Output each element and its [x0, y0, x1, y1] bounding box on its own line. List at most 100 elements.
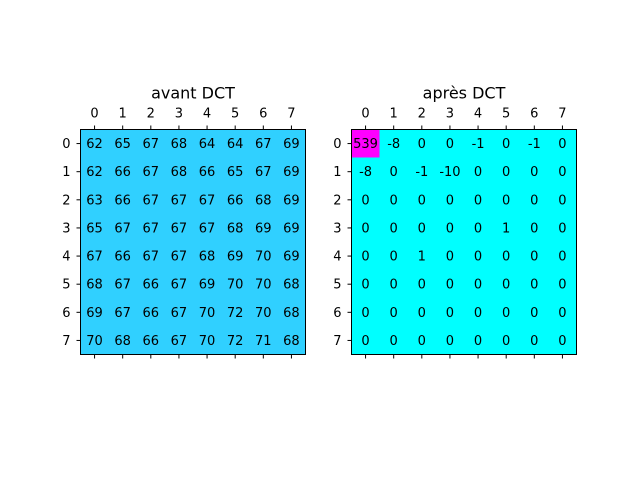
cell-value-label: 69	[283, 137, 300, 152]
heatmap-cell	[492, 270, 521, 299]
cell-value-label: 0	[474, 334, 482, 349]
x-tick-label: 5	[231, 107, 239, 122]
cell-value-label: 64	[199, 137, 216, 152]
cell-value-label: 0	[558, 334, 566, 349]
heatmap-cell	[80, 213, 109, 243]
y-tick-label: 4	[333, 250, 341, 265]
heatmap-cell	[136, 129, 166, 158]
cell-value-label: 66	[199, 165, 216, 180]
heatmap-cell	[108, 298, 138, 327]
cell-value-label: 66	[143, 334, 160, 349]
heatmap-cell	[80, 157, 109, 187]
heatmap-cell	[548, 129, 577, 158]
heatmap-cell	[464, 298, 493, 327]
cell-value-label: 68	[199, 250, 216, 265]
heatmap-cell	[435, 242, 465, 271]
heatmap-cell	[249, 129, 278, 158]
heatmap-cell	[80, 185, 109, 215]
cell-value-label: 65	[227, 165, 244, 180]
heatmap-cell	[277, 242, 306, 271]
cell-value-label: 0	[558, 193, 566, 208]
heatmap-cell	[164, 298, 194, 327]
heatmap-cell	[379, 326, 409, 355]
cell-value-label: 67	[199, 221, 216, 236]
heatmap-panel-apres-dct: 539 -8 0 0 -1 0 -1 0-8 0 -1 -10 0 0 0 00 0 0 0 0 0 0 00 0 0 0 0 1 0…	[333, 84, 577, 359]
cell-value-label: 70	[255, 306, 272, 321]
cell-value-label: 0	[446, 306, 454, 321]
y-tick-label: 6	[62, 306, 70, 321]
cell-value-label: 67	[143, 137, 160, 152]
heatmap-cell	[464, 129, 493, 158]
y-tick-label: 4	[62, 250, 70, 265]
heatmap-cell	[407, 298, 437, 327]
cell-value-label: 66	[114, 193, 131, 208]
heatmap-cell	[277, 298, 306, 327]
heatmap-cell	[548, 157, 577, 187]
heatmap-cell	[221, 242, 250, 271]
heatmap-cell	[548, 213, 577, 243]
cell-value-label: 0	[446, 221, 454, 236]
cell-value-label: 0	[474, 250, 482, 265]
cell-value-label: 0	[530, 221, 538, 236]
cell-value-label: 0	[390, 221, 398, 236]
heatmap-cell	[464, 242, 493, 271]
cell-value-label: 67	[86, 250, 103, 265]
heatmap-cell	[80, 270, 109, 299]
heatmap-cell	[520, 157, 549, 187]
cell-value-label: 0	[530, 306, 538, 321]
y-tick-label: 7	[333, 334, 341, 349]
cell-value-label: -8	[359, 165, 372, 180]
y-tick-label: 0	[62, 137, 70, 152]
cell-value-label: 67	[143, 165, 160, 180]
heatmap-cell	[249, 298, 278, 327]
cell-value-label: 0	[474, 278, 482, 293]
cell-value-label: 0	[502, 334, 510, 349]
cell-value-label: 67	[171, 193, 188, 208]
heatmap-cell	[80, 298, 109, 327]
cell-value-label: 0	[361, 306, 369, 321]
cell-value-label: 1	[418, 250, 426, 265]
cell-value-label: 0	[390, 278, 398, 293]
x-tick-label: 4	[203, 107, 211, 122]
heatmap-cell	[435, 157, 465, 187]
heatmap-cell	[277, 129, 306, 158]
heatmap-cell	[164, 185, 194, 215]
x-tick-label: 7	[558, 107, 566, 122]
cell-value-label: 72	[227, 306, 244, 321]
heatmap-cell	[193, 242, 222, 271]
cell-value-label: 0	[558, 250, 566, 265]
heatmap-cell	[492, 129, 521, 158]
x-tick-label: 0	[90, 107, 98, 122]
cell-value-label: 70	[199, 306, 216, 321]
cell-value-label: 67	[114, 221, 131, 236]
heatmap-cell	[80, 129, 109, 158]
heatmap-cell	[221, 185, 250, 215]
heatmap-cell	[221, 270, 250, 299]
heatmap-cell	[407, 157, 437, 187]
cell-value-label: 0	[361, 221, 369, 236]
cell-value-label: 0	[390, 306, 398, 321]
cell-value-label: 0	[418, 334, 426, 349]
heatmap-cell	[520, 242, 549, 271]
cell-value-label: 68	[171, 137, 188, 152]
heatmap-cell	[520, 298, 549, 327]
heatmap-cell	[136, 213, 166, 243]
heatmap-cell	[249, 242, 278, 271]
cell-value-label: 0	[474, 193, 482, 208]
heatmap-cell	[435, 129, 465, 158]
cell-value-label: 67	[143, 193, 160, 208]
cell-value-label: 0	[418, 193, 426, 208]
cell-value-label: 66	[143, 278, 160, 293]
heatmap-cell	[164, 326, 194, 355]
heatmap-cell	[492, 213, 521, 243]
cell-value-label: 67	[114, 306, 131, 321]
heatmap-cell	[520, 326, 549, 355]
heatmap-cell	[548, 270, 577, 299]
cell-value-label: 0	[418, 278, 426, 293]
cell-value-label: 67	[171, 278, 188, 293]
cell-value-label: 62	[86, 165, 103, 180]
cell-value-label: 0	[418, 306, 426, 321]
y-tick-label: 5	[62, 278, 70, 293]
cell-value-label: 0	[474, 306, 482, 321]
